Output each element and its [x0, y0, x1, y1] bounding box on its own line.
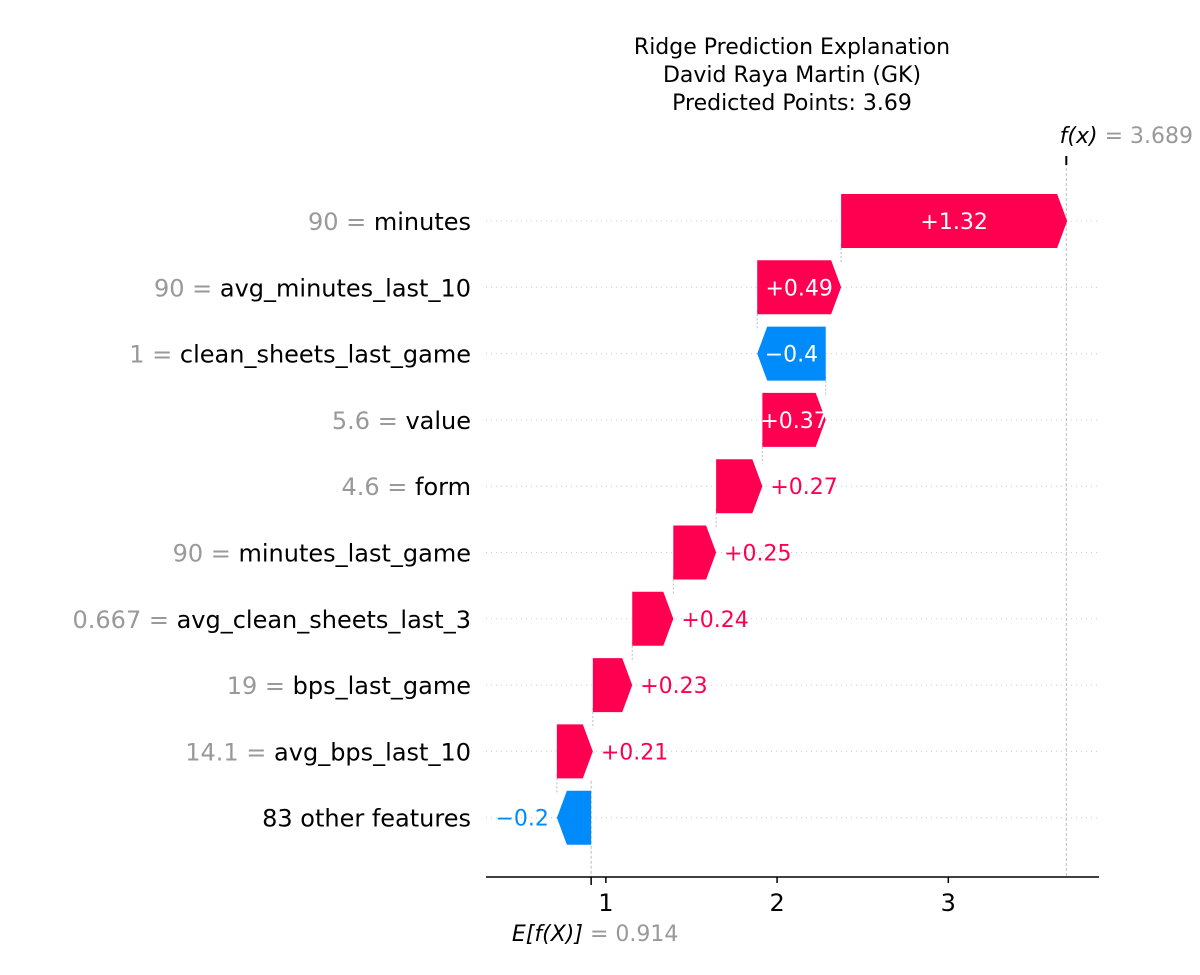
contribution-label: +0.23 — [640, 674, 707, 699]
feature-value: 90 = — [154, 274, 220, 302]
x-tick-label: 1 — [598, 889, 613, 917]
feature-value: 14.1 = — [185, 738, 274, 766]
base-value-name: E[f(X)] — [512, 922, 590, 947]
feature-name: avg_bps_last_10 — [274, 738, 471, 766]
feature-label: 0.667 = avg_clean_sheets_last_3 — [73, 606, 472, 634]
feature-name: avg_minutes_last_10 — [220, 274, 471, 302]
final-value-number: = 3.689 — [1105, 124, 1193, 149]
feature-value: 1 = — [129, 341, 180, 369]
feature-label: 19 = bps_last_game — [227, 672, 471, 700]
feature-name: value — [405, 407, 471, 435]
contribution-bar — [841, 194, 1068, 248]
contribution-label: +0.49 — [765, 276, 832, 301]
contribution-bar — [716, 459, 763, 514]
base-value-label: E[f(X)] = 0.914 — [512, 922, 678, 947]
contribution-label: −0.2 — [495, 807, 548, 832]
bar-layer: +1.32 +0.49 −0.4 +0.37 +0.27 +0.25 +0.24 +0.23 +… — [495, 194, 1068, 845]
feature-name: bps_last_game — [293, 672, 471, 700]
contribution-label: +1.32 — [920, 210, 987, 235]
contribution-bar — [592, 658, 633, 713]
feature-name: minutes — [374, 208, 471, 236]
x-tick-label: 3 — [941, 889, 956, 917]
x-axis: 1 2 3 E[f(X)] = 0.914 f(x) = 3.689 — [486, 124, 1193, 947]
contribution-label: −0.4 — [765, 343, 818, 368]
feature-label: 90 = minutes_last_game — [173, 540, 471, 568]
final-value-name: f(x) — [1060, 124, 1105, 149]
feature-name: 83 other features — [262, 805, 471, 833]
contribution-label: +0.27 — [770, 475, 837, 500]
title-line-2: David Raya Martin (GK) — [663, 63, 921, 88]
title-line-1: Ridge Prediction Explanation — [634, 35, 950, 60]
contribution-bar — [762, 392, 826, 447]
feature-label: 83 other features — [262, 805, 471, 833]
title-line-3: Predicted Points: 3.69 — [672, 91, 912, 116]
feature-label: 1 = clean_sheets_last_game — [129, 341, 471, 369]
feature-name: form — [415, 473, 471, 501]
feature-name: minutes_last_game — [238, 540, 471, 568]
contribution-bar — [556, 724, 593, 779]
contribution-bar — [757, 260, 842, 315]
feature-name: avg_clean_sheets_last_3 — [177, 606, 471, 634]
feature-label: 5.6 = value — [332, 407, 471, 435]
feature-value: 5.6 = — [332, 407, 406, 435]
final-value-label: f(x) = 3.689 — [1060, 124, 1193, 149]
feature-name: clean_sheets_last_game — [180, 341, 471, 369]
feature-label: 4.6 = form — [341, 473, 471, 501]
feature-value: 4.6 = — [341, 473, 415, 501]
contribution-label: +0.37 — [760, 409, 827, 434]
feature-label: 14.1 = avg_bps_last_10 — [185, 738, 471, 766]
feature-value: 19 = — [227, 672, 293, 700]
contribution-bar — [556, 790, 592, 845]
feature-label: 90 = avg_minutes_last_10 — [154, 274, 471, 302]
chart-title: Ridge Prediction Explanation David Raya … — [634, 35, 950, 116]
contribution-bar — [632, 591, 674, 646]
x-tick-label: 2 — [769, 889, 784, 917]
feature-label: 90 = minutes — [308, 208, 471, 236]
contribution-label: +0.25 — [724, 542, 791, 567]
contribution-label: +0.21 — [601, 740, 668, 765]
base-value-number: = 0.914 — [590, 922, 678, 947]
feature-value: 0.667 = — [73, 606, 177, 634]
contribution-bar — [673, 525, 717, 580]
contribution-bar — [757, 326, 826, 381]
feature-value: 90 = — [308, 208, 374, 236]
feature-value: 90 = — [173, 540, 239, 568]
contribution-label: +0.24 — [681, 608, 748, 633]
